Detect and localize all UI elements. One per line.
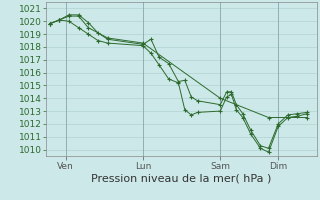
X-axis label: Pression niveau de la mer( hPa ): Pression niveau de la mer( hPa ) xyxy=(92,173,272,183)
